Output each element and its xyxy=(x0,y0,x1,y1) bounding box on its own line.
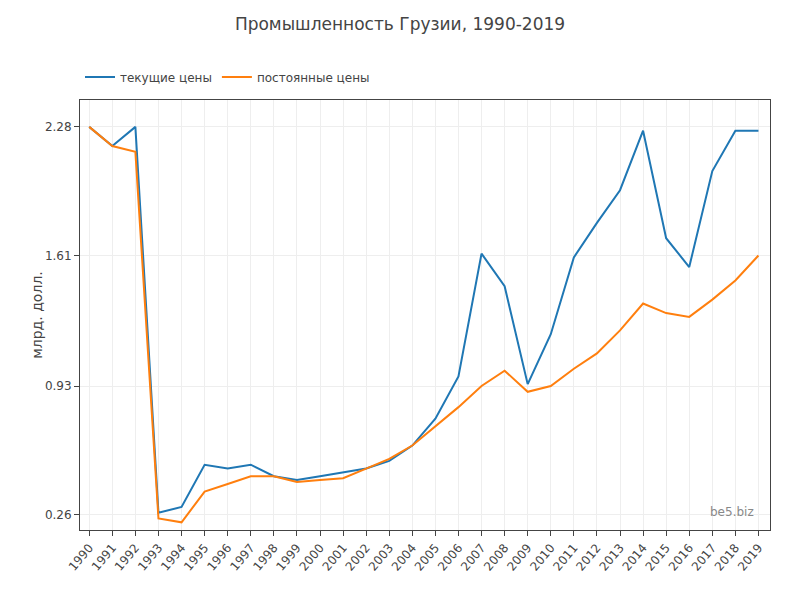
svg-text:1998: 1998 xyxy=(250,541,280,573)
svg-text:2014: 2014 xyxy=(620,541,650,573)
svg-text:2011: 2011 xyxy=(550,541,580,573)
svg-text:Промышленность Грузии, 1990-20: Промышленность Грузии, 1990-2019 xyxy=(235,14,565,34)
svg-text:1994: 1994 xyxy=(158,541,188,573)
svg-text:1993: 1993 xyxy=(135,541,165,573)
svg-text:2004: 2004 xyxy=(389,541,419,573)
svg-text:1996: 1996 xyxy=(204,541,234,573)
svg-text:2005: 2005 xyxy=(412,541,442,573)
svg-text:2.28: 2.28 xyxy=(45,120,72,134)
svg-text:текущие цены: текущие цены xyxy=(120,71,212,85)
svg-text:2010: 2010 xyxy=(527,541,557,573)
svg-text:2009: 2009 xyxy=(504,541,534,573)
svg-text:1.61: 1.61 xyxy=(45,249,72,263)
svg-text:1995: 1995 xyxy=(181,541,211,573)
svg-text:1990: 1990 xyxy=(66,541,96,573)
svg-text:2016: 2016 xyxy=(666,541,696,573)
svg-text:2008: 2008 xyxy=(481,541,511,573)
svg-text:be5.biz: be5.biz xyxy=(710,505,754,519)
svg-text:постоянные цены: постоянные цены xyxy=(257,71,370,85)
svg-text:0.26: 0.26 xyxy=(45,508,72,522)
svg-text:1999: 1999 xyxy=(273,541,303,573)
svg-text:2000: 2000 xyxy=(297,541,327,573)
svg-text:2015: 2015 xyxy=(643,541,673,573)
svg-text:2012: 2012 xyxy=(573,541,603,573)
svg-text:2007: 2007 xyxy=(458,541,488,573)
svg-text:2017: 2017 xyxy=(689,541,719,573)
svg-text:1991: 1991 xyxy=(89,541,119,573)
svg-text:2002: 2002 xyxy=(343,541,373,573)
svg-text:1997: 1997 xyxy=(227,541,257,573)
svg-text:2013: 2013 xyxy=(597,541,627,573)
svg-text:1992: 1992 xyxy=(112,541,142,573)
svg-text:0.93: 0.93 xyxy=(45,379,72,393)
svg-text:2001: 2001 xyxy=(320,541,350,573)
svg-text:2003: 2003 xyxy=(366,541,396,573)
svg-text:2019: 2019 xyxy=(735,541,765,573)
svg-text:млрд. долл.: млрд. долл. xyxy=(29,271,45,359)
svg-text:2018: 2018 xyxy=(712,541,742,573)
svg-text:2006: 2006 xyxy=(435,541,465,573)
